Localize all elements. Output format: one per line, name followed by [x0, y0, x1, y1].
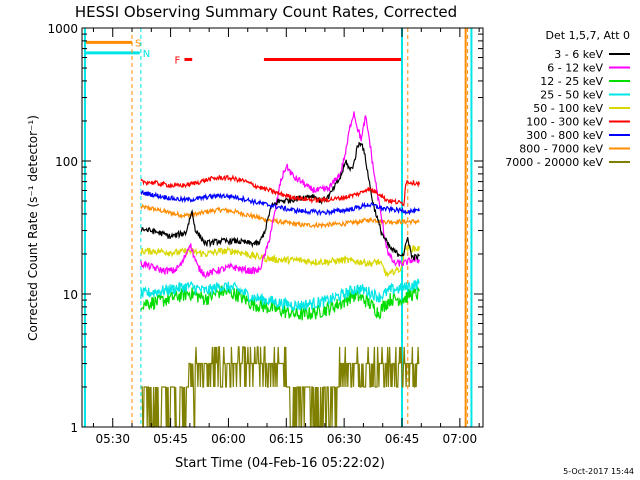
- legend-label: 7000 - 20000 keV: [505, 156, 603, 169]
- legend-label: 25 - 50 keV: [540, 89, 603, 102]
- legend-label: 800 - 7000 keV: [519, 143, 603, 156]
- y-tick-label: 100: [55, 155, 78, 169]
- series-line: [140, 346, 420, 428]
- y-tick-label: 1: [70, 421, 78, 435]
- plot-series: [140, 111, 420, 428]
- y-axis-label: Corrected Count Rate (s⁻¹ detector⁻¹): [26, 115, 40, 341]
- legend-label: 50 - 100 keV: [533, 102, 603, 115]
- legend-label: 100 - 300 keV: [526, 116, 603, 129]
- x-axis-label: Start Time (04-Feb-16 05:22:02): [175, 456, 385, 471]
- x-tick-label: 05:30: [95, 432, 130, 446]
- y-tick-label: 10: [63, 288, 78, 302]
- x-tick-label: 05:45: [153, 432, 188, 446]
- series-line: [140, 111, 420, 279]
- x-axis: 05:30 05:45 06:00 06:15 06:30 06:45 07:00: [92, 28, 480, 446]
- legend-header: Det 1,5,7, Att 0: [546, 29, 630, 42]
- chart-title: HESSI Observing Summary Count Rates, Cor…: [75, 3, 457, 21]
- series-line: [140, 278, 420, 312]
- marker-bars: SN F: [84, 38, 403, 66]
- timestamp: 5-Oct-2017 15:44: [563, 467, 634, 476]
- legend-label: 12 - 25 keV: [540, 75, 603, 88]
- legend-label: 3 - 6 keV: [554, 48, 603, 61]
- marker-label: S: [135, 38, 141, 49]
- y-axis: 1 10 100 1000: [47, 22, 483, 435]
- x-tick-label: 06:45: [385, 432, 420, 446]
- x-tick-label: 06:15: [269, 432, 304, 446]
- series-line: [140, 203, 420, 230]
- plot-frame: [81, 27, 484, 428]
- legend-label: 6 - 12 keV: [547, 62, 603, 75]
- series-line: [140, 189, 420, 217]
- series-line: [140, 141, 420, 261]
- x-tick-label: 07:00: [443, 432, 478, 446]
- vertical-lines: [83, 28, 473, 427]
- x-tick-label: 06:00: [211, 432, 246, 446]
- legend-label: 300 - 800 keV: [526, 129, 603, 142]
- series-line: [140, 285, 420, 321]
- series-line: [140, 174, 420, 207]
- marker-label: N: [143, 49, 150, 60]
- y-tick-label: 1000: [47, 22, 78, 36]
- x-tick-label: 06:30: [327, 432, 362, 446]
- marker-label: F: [174, 55, 180, 66]
